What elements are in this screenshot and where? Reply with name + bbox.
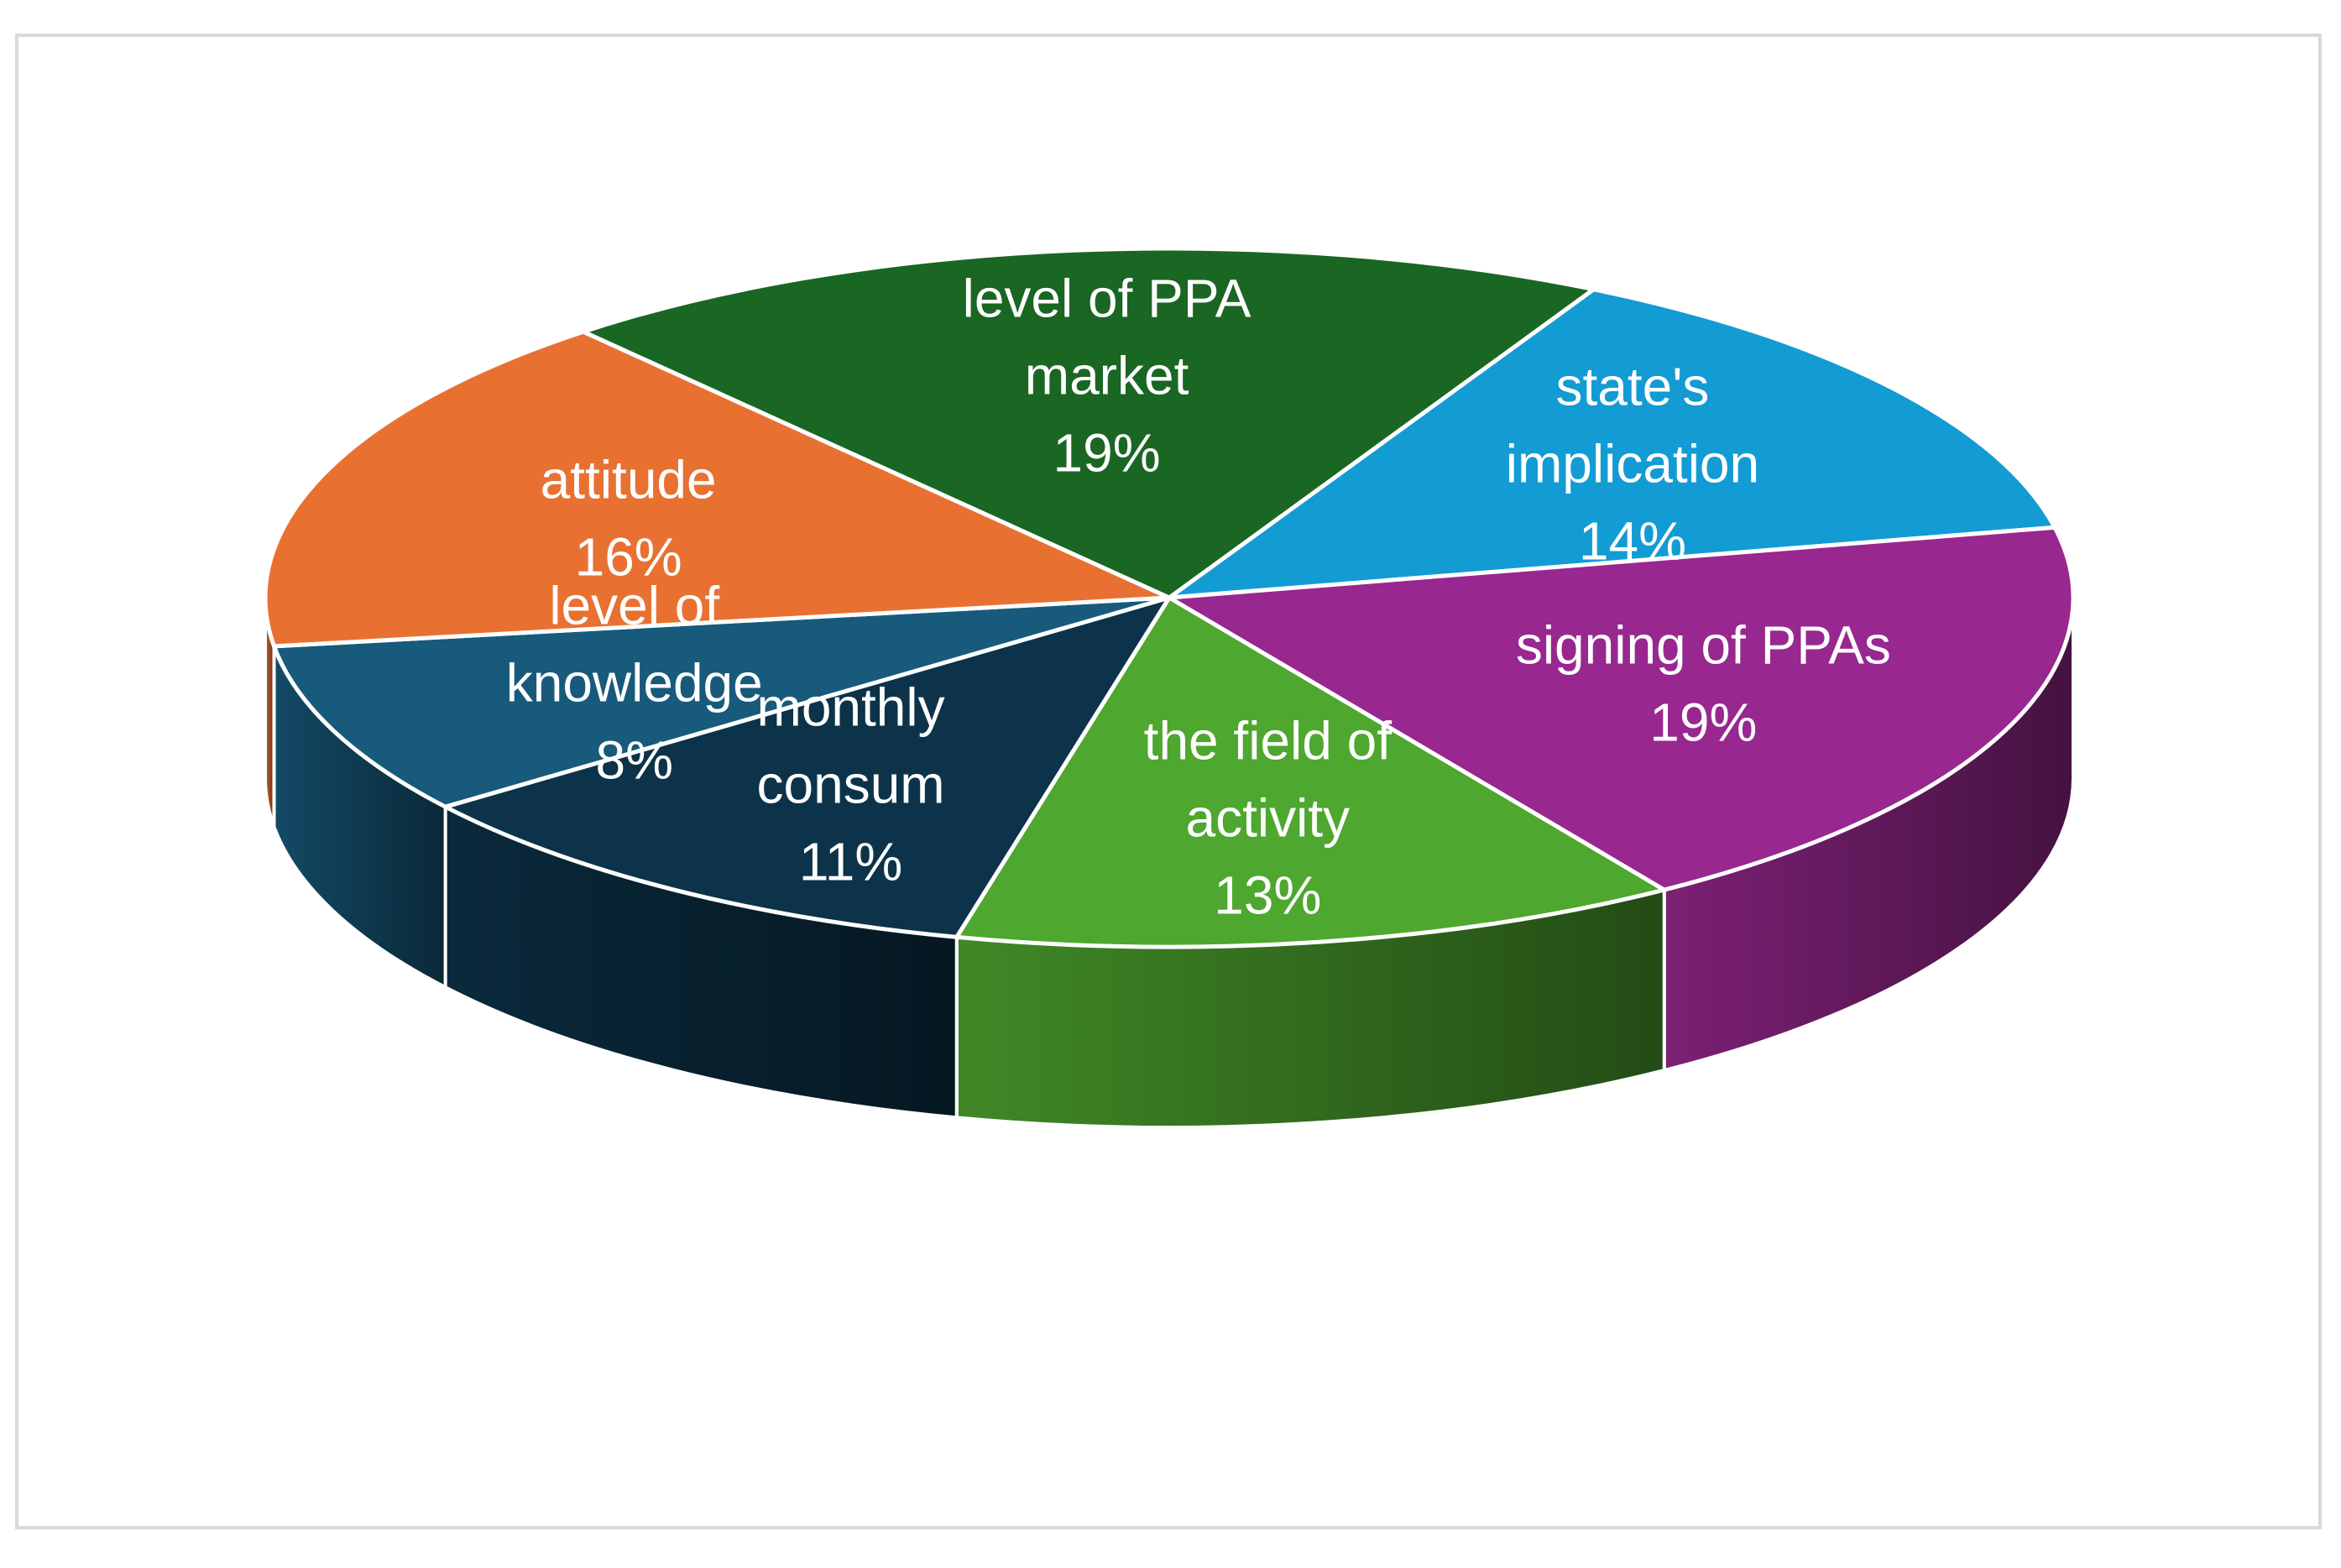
slice-label-4: level of knowledge 8% [506, 575, 763, 790]
slice-label-line: 14% [1579, 511, 1686, 572]
slice-label-3: monthly consum 11% [757, 677, 945, 891]
slice-label-line: implication [1506, 434, 1759, 494]
slice-label-line: 16% [575, 526, 682, 587]
slice-label-6: level of PPA market 19% [963, 268, 1251, 483]
pie-slice-3 [443, 595, 1172, 939]
slice-label-line: level of PPA [963, 268, 1251, 328]
slice-label-line: 13% [1214, 865, 1321, 925]
slice-label-line: market [1025, 345, 1189, 405]
pie-slice-5 [263, 329, 1172, 649]
slice-label-line: attitude [541, 449, 717, 510]
pie-slice-6 [581, 246, 1596, 600]
slice-label-line: level of [549, 575, 719, 635]
slice-label-0: state's implication 14% [1506, 357, 1759, 572]
pie-slice-1 [1167, 525, 2076, 892]
slice-label-line: monthly [757, 677, 945, 737]
slice-label-line: state's [1555, 357, 1709, 417]
slice-label-line: 8% [595, 729, 673, 790]
slice-label-line: consum [757, 754, 945, 814]
slice-label-line: 19% [1649, 692, 1757, 752]
slice-label-line: signing of PPAs [1516, 614, 1891, 675]
slice-label-line: knowledge [506, 652, 763, 713]
pie-slice-2 [954, 595, 1667, 949]
slice-label-line: the field of [1144, 710, 1393, 771]
pie-labels: state's implication 14% signing of PPAs 19% t… [506, 268, 1891, 925]
slice-label-5: attitude 16% [541, 449, 717, 587]
slice-label-line: activity [1186, 787, 1351, 848]
slice-label-2: the field of activity 13% [1144, 710, 1393, 925]
slice-label-line: 11% [799, 831, 902, 891]
pie-slice-4 [271, 595, 1172, 809]
slice-label-1: signing of PPAs 19% [1516, 614, 1891, 752]
slice-label-line: 19% [1053, 422, 1161, 483]
pie-tops [263, 246, 2076, 949]
pie-slice-0 [1167, 287, 2057, 600]
